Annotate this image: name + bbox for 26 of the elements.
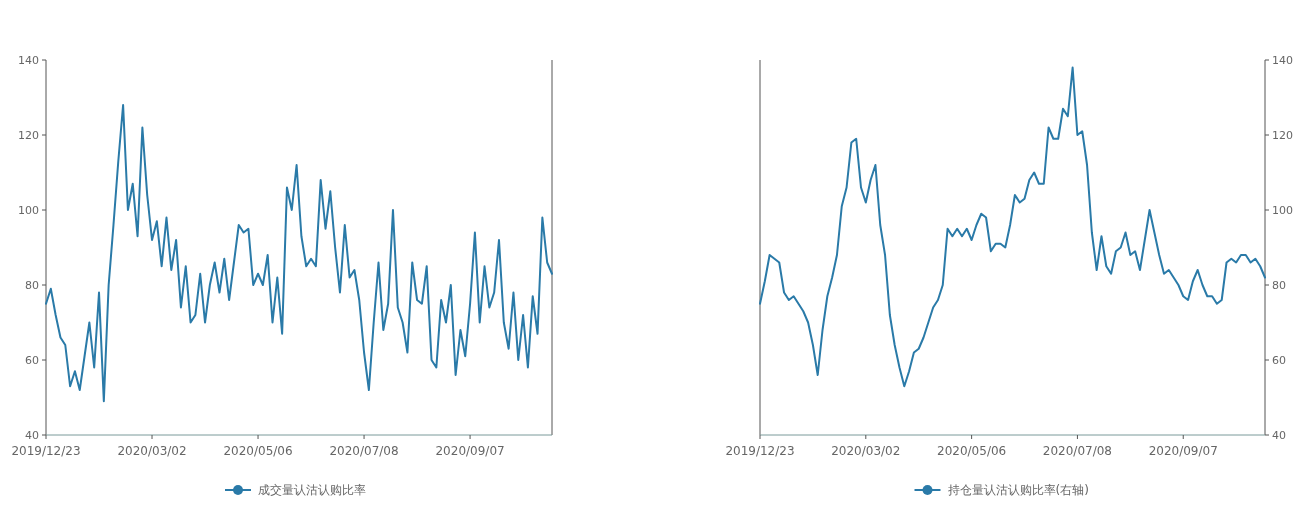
y2-tick-label: 40 bbox=[1272, 429, 1286, 442]
legend-label: 持仓量认沽认购比率(右轴) bbox=[947, 483, 1089, 497]
y-tick-label: 120 bbox=[18, 129, 39, 142]
x-tick-label: 2020/03/02 bbox=[831, 444, 901, 458]
x-tick-label: 2020/05/06 bbox=[223, 444, 293, 458]
x-tick-label: 2019/12/23 bbox=[11, 444, 81, 458]
y-tick-label: 100 bbox=[18, 204, 39, 217]
line-series bbox=[759, 66, 1266, 388]
line-series bbox=[45, 104, 553, 403]
y2-tick-label: 140 bbox=[1272, 54, 1293, 67]
y-tick-label: 80 bbox=[25, 279, 39, 292]
y-tick-label: 60 bbox=[25, 354, 39, 367]
y-tick-label: 40 bbox=[25, 429, 39, 442]
legend-label: 成交量认沽认购比率 bbox=[258, 483, 366, 497]
x-tick-label: 2020/07/08 bbox=[329, 444, 399, 458]
x-tick-label: 2020/09/07 bbox=[435, 444, 505, 458]
x-tick-label: 2019/12/23 bbox=[725, 444, 795, 458]
y2-tick-label: 80 bbox=[1272, 279, 1286, 292]
y-tick-label: 140 bbox=[18, 54, 39, 67]
x-tick-label: 2020/03/02 bbox=[117, 444, 187, 458]
x-tick-label: 2020/09/07 bbox=[1148, 444, 1218, 458]
x-tick-label: 2020/07/08 bbox=[1042, 444, 1113, 458]
y2-tick-label: 120 bbox=[1272, 129, 1293, 142]
x-tick-label: 2020/05/06 bbox=[937, 444, 1007, 458]
y2-tick-label: 60 bbox=[1272, 354, 1286, 367]
y2-tick-label: 100 bbox=[1272, 204, 1293, 217]
